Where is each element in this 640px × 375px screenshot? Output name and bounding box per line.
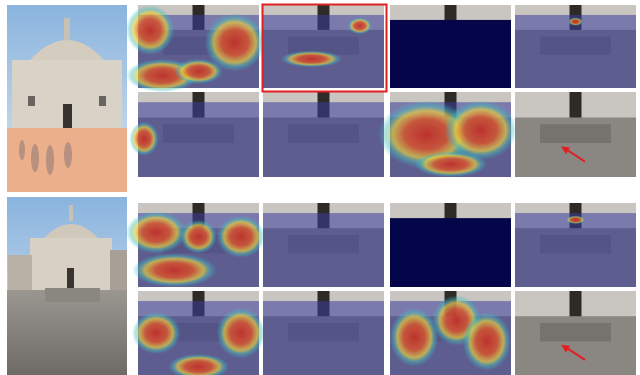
heatmap-tile — [390, 203, 511, 287]
heatmap-tile — [390, 5, 511, 88]
heatmap-tile — [263, 203, 384, 287]
heatmap-tile — [515, 92, 636, 177]
steps — [540, 323, 611, 341]
steps — [540, 124, 611, 143]
heatmap-tile — [515, 291, 636, 375]
heat-blob — [281, 51, 342, 68]
photo-top — [7, 5, 127, 192]
heatmap-tile — [132, 291, 265, 375]
heat-blob — [414, 152, 487, 178]
heatmap-tile — [515, 5, 636, 88]
overlay — [515, 15, 636, 88]
heatmap-tile — [390, 291, 511, 375]
heatmap-grid — [126, 5, 636, 375]
heatmap-tile — [126, 203, 265, 287]
heatmap-tile — [263, 92, 384, 177]
heat-blob — [126, 211, 187, 253]
heat-blob — [126, 5, 174, 55]
overlay — [515, 213, 636, 287]
heatmap-tile — [263, 291, 384, 375]
heatmap-tile — [515, 203, 636, 287]
heat-blob — [180, 220, 216, 254]
heatmap-tile — [130, 92, 259, 177]
overlay — [263, 102, 384, 177]
figure — [0, 0, 640, 375]
heat-blob — [444, 101, 517, 161]
heat-blob — [132, 312, 180, 354]
heat-blob — [217, 308, 265, 358]
heat-blob — [390, 308, 438, 367]
heatmap-tile — [126, 5, 265, 92]
heat-blob — [463, 312, 511, 371]
heat-blob — [130, 122, 159, 156]
photo-bottom — [7, 197, 127, 375]
heat-blob — [566, 216, 585, 224]
heat-blob — [132, 253, 217, 287]
heatmap-tile — [378, 92, 517, 177]
dark-overlay — [390, 20, 511, 88]
door — [570, 92, 582, 122]
heat-blob — [217, 216, 265, 258]
heat-blob — [568, 17, 583, 25]
door — [570, 291, 582, 320]
heat-blob — [174, 59, 222, 84]
overlay — [263, 213, 384, 287]
overlay — [263, 301, 384, 375]
heatmap-tile — [263, 5, 384, 88]
dark-overlay — [390, 218, 511, 287]
heat-blob — [348, 17, 372, 34]
